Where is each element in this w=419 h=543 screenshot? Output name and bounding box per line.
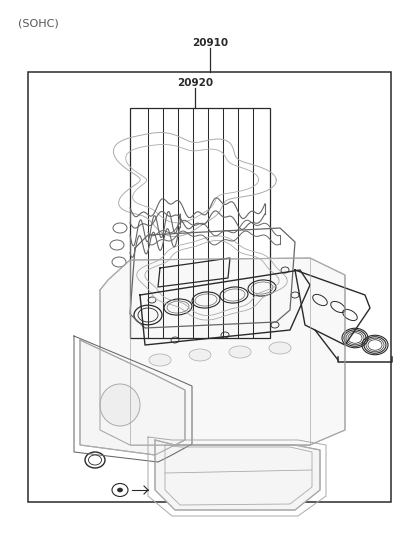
Text: 20920: 20920	[177, 78, 213, 88]
Bar	[28, 72, 391, 502]
Ellipse shape	[117, 488, 122, 492]
Ellipse shape	[100, 384, 140, 426]
Polygon shape	[80, 340, 185, 455]
Text: 20910: 20910	[192, 38, 228, 48]
Text: (SOHC): (SOHC)	[18, 18, 59, 28]
Bar	[130, 108, 270, 338]
Ellipse shape	[149, 354, 171, 366]
Ellipse shape	[269, 342, 291, 354]
Polygon shape	[100, 258, 345, 445]
Ellipse shape	[229, 346, 251, 358]
Ellipse shape	[189, 349, 211, 361]
Polygon shape	[155, 440, 320, 510]
